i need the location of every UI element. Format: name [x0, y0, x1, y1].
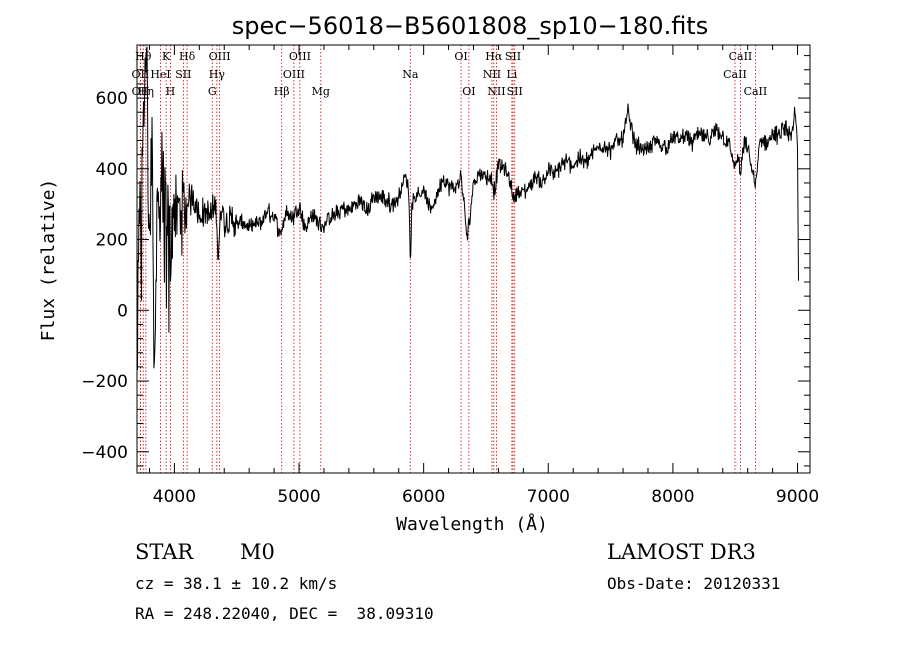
- y-tick-label: −400: [81, 443, 128, 463]
- line-marker-label: OIII: [289, 50, 311, 63]
- line-marker-label: Hα: [485, 50, 503, 63]
- line-marker-label: Hη: [138, 85, 154, 98]
- line-marker-label: CaII: [729, 50, 753, 63]
- observation-date: Obs-Date: 20120331: [607, 574, 781, 593]
- line-marker-label: CaII: [744, 85, 768, 98]
- x-tick-label: 9000: [776, 487, 819, 507]
- line-marker-label: OIII: [209, 50, 231, 63]
- x-tick-label: 4000: [153, 487, 196, 507]
- line-marker-label: Hγ: [209, 68, 226, 81]
- spectrum-line: [136, 46, 799, 370]
- y-axis-label: Flux (relative): [38, 179, 59, 342]
- line-marker-label: Mg: [312, 85, 330, 98]
- line-marker-label: G: [208, 85, 217, 98]
- line-marker-label: HeI: [150, 68, 170, 81]
- axis-ticks: [137, 45, 810, 473]
- line-marker-label: OI: [454, 50, 467, 63]
- line-marker-label: CaII: [723, 68, 747, 81]
- line-marker-label: NII: [483, 68, 501, 81]
- chart-title: spec−56018−B5601808_sp10−180.fits: [232, 12, 708, 40]
- line-marker-label: OI: [462, 85, 475, 98]
- coordinates: RA = 248.22040, DEC = 38.09310: [135, 604, 434, 623]
- line-marker-label: NII: [487, 85, 505, 98]
- y-tick-label: −200: [81, 372, 128, 392]
- line-marker-label: SII: [175, 68, 191, 81]
- x-tick-label: 6000: [402, 487, 445, 507]
- object-class: STAR: [135, 540, 194, 564]
- y-tick-label: 0: [117, 301, 128, 321]
- redshift-velocity: cz = 38.1 ± 10.2 km/s: [135, 574, 338, 593]
- x-tick-label: 5000: [277, 487, 320, 507]
- line-marker-label: K: [162, 50, 171, 63]
- y-tick-label: 400: [96, 160, 128, 180]
- survey-name: LAMOST DR3: [607, 540, 756, 564]
- line-marker-label: SII: [507, 85, 523, 98]
- y-tick-labels: −400 −200 0 200 400 600: [81, 89, 128, 463]
- x-tick-label: 7000: [527, 487, 570, 507]
- line-marker-label: Hθ: [135, 50, 152, 63]
- y-tick-label: 600: [96, 89, 128, 109]
- line-marker-label: OIII: [283, 68, 305, 81]
- x-axis-label: Wavelength (Å): [396, 513, 548, 535]
- line-marker-label: H: [166, 85, 176, 98]
- line-marker-label: Li: [506, 68, 517, 81]
- line-markers: [139, 45, 756, 473]
- line-marker-labels: HθOIIOIIHηHeIKHSIIHδGHγOIIIHβOIIIOIIIMgN…: [132, 50, 768, 98]
- x-tick-labels: 4000 5000 6000 7000 8000 9000: [153, 487, 819, 507]
- object-subclass: M0: [240, 540, 275, 564]
- line-marker-label: Hβ: [274, 85, 290, 98]
- x-tick-label: 8000: [651, 487, 694, 507]
- y-tick-label: 200: [96, 231, 128, 251]
- plot-frame: [136, 44, 811, 474]
- line-marker-label: Na: [402, 68, 419, 81]
- line-marker-label: SII: [505, 50, 521, 63]
- line-marker-label: Hδ: [179, 50, 196, 63]
